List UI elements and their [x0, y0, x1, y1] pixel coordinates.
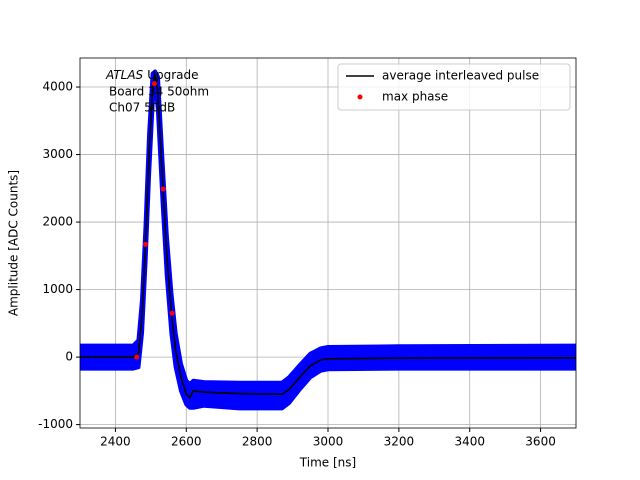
average-line	[80, 74, 576, 399]
legend-label: average interleaved pulse	[382, 69, 539, 83]
y-tick-label: 1000	[42, 282, 73, 296]
annotation: ATLAS Upgrade	[105, 68, 199, 82]
y-tick-label: 3000	[42, 147, 73, 161]
legend-label: max phase	[382, 90, 448, 104]
max-phase-point	[160, 186, 166, 192]
max-phase-point	[151, 81, 157, 87]
y-tick-label: -1000	[38, 417, 73, 431]
x-tick-label: 2800	[242, 435, 273, 449]
x-tick-label: 3000	[313, 435, 344, 449]
annotation-line: Ch07 50dB	[109, 101, 175, 115]
max-phase-point	[134, 354, 140, 360]
max-phase-point	[143, 241, 149, 247]
x-tick-label: 3200	[384, 435, 415, 449]
y-axis-label: Amplitude [ADC Counts]	[7, 170, 21, 316]
x-tick-label: 3400	[454, 435, 485, 449]
annotation-italic: ATLAS	[105, 68, 144, 82]
y-tick-label: 2000	[42, 215, 73, 229]
x-axis-label: Time [ns]	[299, 456, 356, 470]
legend-marker	[357, 94, 363, 100]
annotation-text: Upgrade	[147, 68, 198, 82]
x-tick-label: 3600	[525, 435, 556, 449]
y-tick-label: 0	[65, 350, 73, 364]
x-tick-label: 2400	[100, 435, 131, 449]
legend-box	[337, 63, 571, 111]
annotation-line: Board 34 50ohm	[109, 85, 209, 99]
sample-band	[80, 69, 576, 411]
plot-frame	[79, 57, 577, 429]
y-tick-label: 4000	[42, 80, 73, 94]
max-phase-point	[169, 310, 175, 316]
x-tick-label: 2600	[171, 435, 202, 449]
